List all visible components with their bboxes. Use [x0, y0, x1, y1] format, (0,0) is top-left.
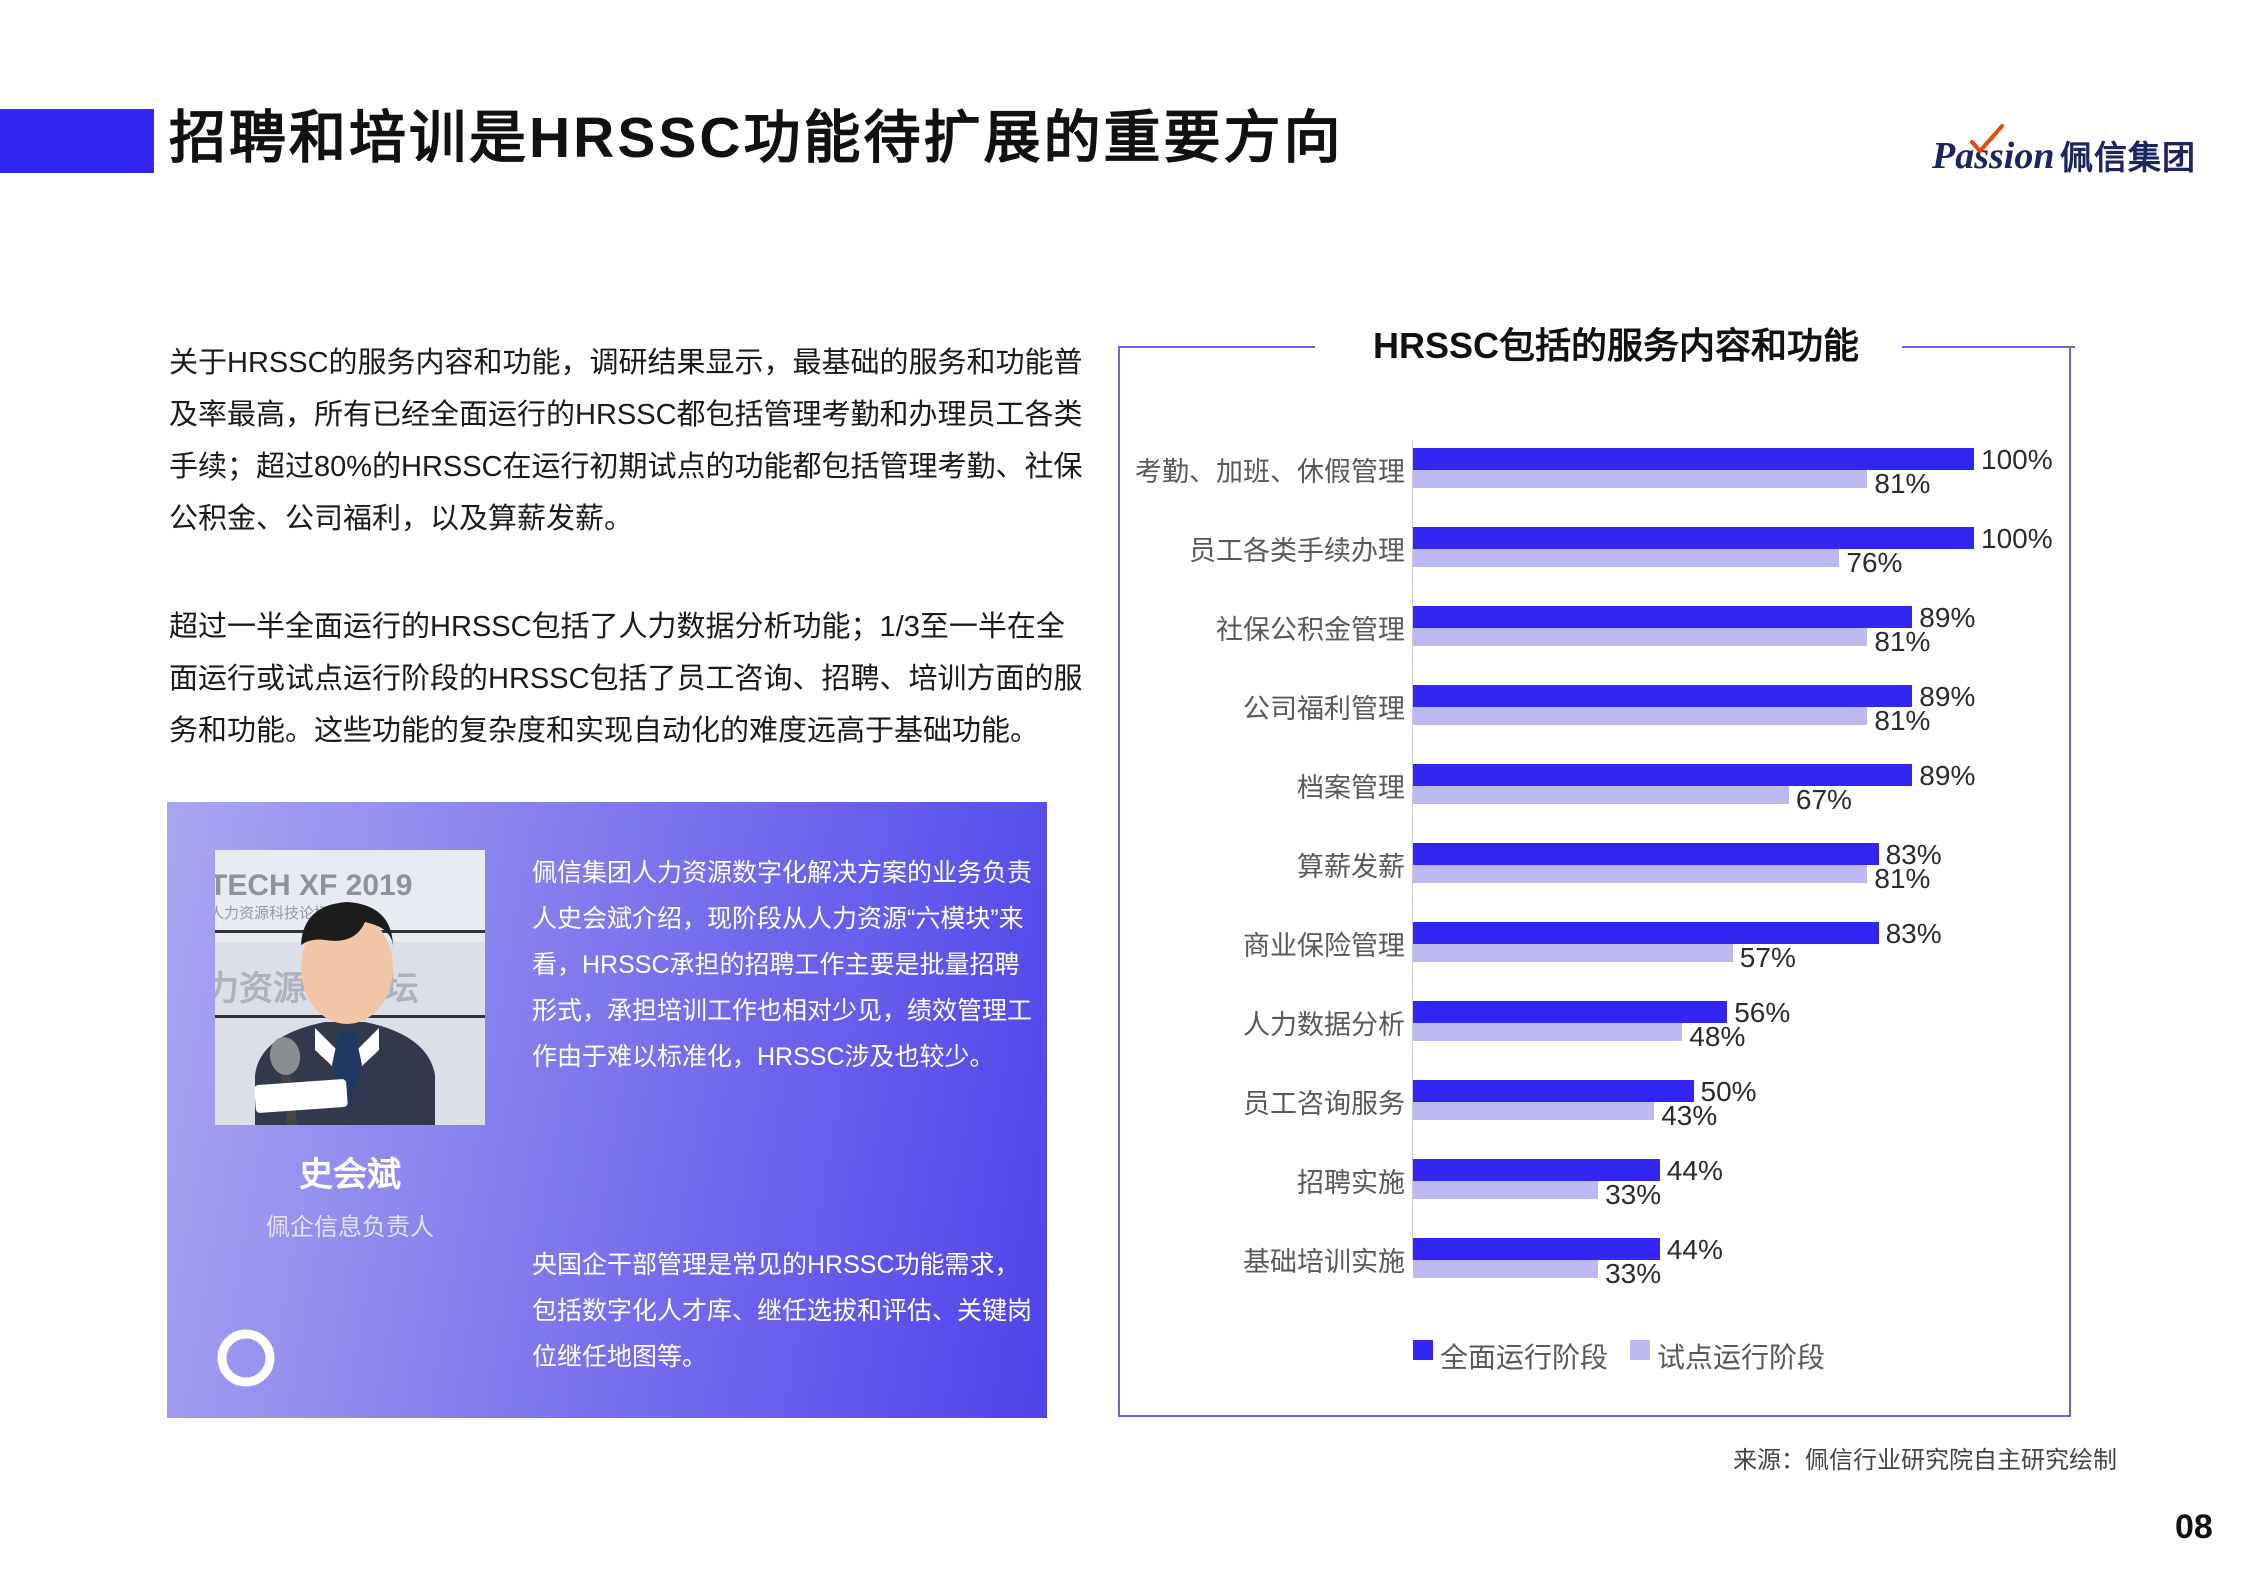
svg-text:佩信集团: 佩信集团 [2060, 139, 2196, 176]
svg-text:Passion: Passion [1932, 135, 2054, 177]
svg-text:TECH XF 2019: TECH XF 2019 [215, 869, 412, 902]
